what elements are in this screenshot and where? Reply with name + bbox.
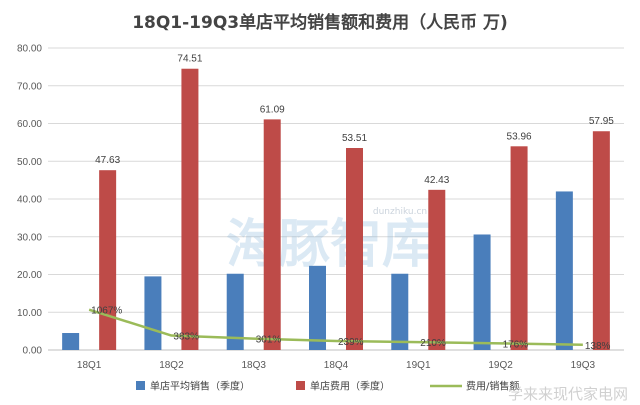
bar	[510, 146, 528, 350]
y-tick-label: 0.00	[23, 346, 43, 357]
bar	[181, 68, 199, 351]
line-data-label: 239%	[338, 337, 364, 348]
line-series	[88, 308, 583, 347]
y-tick-label: 20.00	[17, 270, 42, 281]
y-tick-label: 50.00	[17, 157, 42, 168]
line-data-label: 138%	[585, 341, 611, 352]
footer-watermark: 学来来现代家电网	[508, 385, 628, 403]
chart-title: 18Q1-19Q3单店平均销售额和费用（人民币 万)	[132, 12, 508, 33]
legend-swatch	[136, 381, 145, 390]
bar	[263, 119, 281, 350]
line-data-label: 1067%	[91, 306, 122, 317]
bar	[99, 170, 117, 350]
legend: 单店平均销售（季度） 单店费用（季度） 费用/销售额	[136, 380, 519, 393]
bar-series	[62, 68, 610, 351]
x-tick-label: 19Q2	[488, 360, 513, 371]
x-tick-label: 18Q1	[77, 360, 102, 371]
line-data-label: 301%	[256, 335, 282, 346]
bar	[473, 234, 491, 350]
gridlines	[48, 47, 624, 351]
y-tick-label: 10.00	[17, 308, 42, 319]
bar	[144, 276, 162, 350]
bar	[428, 189, 446, 350]
x-axis: 18Q1 18Q2 18Q3 18Q4 19Q1 19Q2 19Q3	[77, 360, 596, 371]
data-label: 53.51	[342, 133, 367, 144]
data-label: 47.63	[95, 155, 120, 166]
y-tick-label: 60.00	[17, 119, 42, 130]
data-label: 74.51	[177, 54, 202, 65]
y-axis: 0.00 10.00 20.00 30.00 40.00 50.00 60.00 70.00 8…	[17, 44, 42, 357]
legend-swatch	[296, 381, 305, 390]
data-label: 61.09	[260, 104, 285, 115]
line-data-label: 176%	[503, 339, 529, 350]
x-tick-label: 18Q4	[324, 360, 349, 371]
x-tick-label: 18Q2	[159, 360, 184, 371]
watermark: 海豚智库 dunzhiku.cn	[226, 207, 434, 275]
y-tick-label: 40.00	[17, 195, 42, 206]
data-label: 53.96	[507, 131, 532, 142]
data-label: 42.43	[424, 175, 449, 186]
bar	[555, 191, 573, 350]
bar	[62, 333, 80, 350]
x-tick-label: 18Q3	[241, 360, 266, 371]
y-tick-label: 80.00	[17, 44, 42, 55]
bar	[346, 147, 363, 350]
bar	[391, 273, 409, 350]
data-label: 57.95	[589, 116, 614, 127]
legend-label: 费用/销售额	[466, 380, 519, 393]
bar	[592, 131, 610, 350]
legend-label: 单店平均销售（季度）	[150, 380, 250, 393]
y-tick-label: 70.00	[17, 81, 42, 92]
bar	[309, 265, 326, 350]
data-labels: 47.63 74.51 61.09 53.51 42.43 53.96 57.95 1067%…	[91, 54, 614, 352]
line-data-label: 383%	[173, 332, 199, 343]
line-data-label: 210%	[420, 338, 446, 349]
bar	[226, 273, 244, 350]
watermark-url: dunzhiku.cn	[373, 207, 427, 217]
y-tick-label: 30.00	[17, 232, 42, 243]
x-tick-label: 19Q3	[571, 360, 596, 371]
x-tick-label: 19Q1	[406, 360, 431, 371]
legend-label: 单店费用（季度）	[310, 380, 390, 393]
watermark-brand: 海豚智库	[226, 215, 434, 275]
